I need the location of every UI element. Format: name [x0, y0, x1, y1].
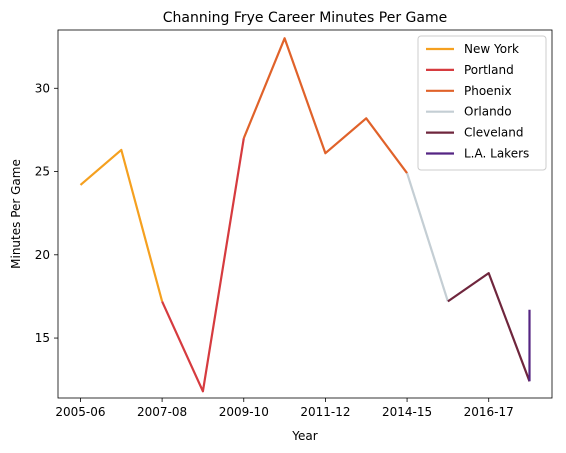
series-line-cleveland [447, 272, 531, 382]
series-line-orlando [406, 172, 449, 302]
y-tick-label: 15 [35, 331, 50, 345]
x-axis-label: Year [291, 429, 317, 443]
series-layer [79, 37, 531, 393]
y-axis-label: Minutes Per Game [9, 159, 23, 269]
x-tick-label: 2007-08 [137, 405, 187, 419]
x-axis: 2005-06 2007-08 2009-10 2011-12 2014-15 2016-… [55, 398, 514, 419]
series-line-phoenix [242, 37, 408, 174]
x-tick-label: 2011-12 [300, 405, 350, 419]
plot-frame [57, 29, 553, 399]
y-tick-label: 20 [35, 248, 50, 262]
chart-title: Channing Frye Career Minutes Per Game [163, 10, 447, 26]
x-tick-label: 2009-10 [219, 405, 269, 419]
legend-label-orlando: Orlando [464, 105, 512, 119]
series-line-portland [161, 138, 245, 393]
legend-label-new-york: New York [464, 42, 519, 56]
legend-label-phoenix: Phoenix [464, 84, 512, 98]
x-tick-label: 2016-17 [464, 405, 514, 419]
series-line-new-york [79, 148, 164, 302]
y-tick-label: 25 [35, 165, 50, 179]
legend-label-cleveland: Cleveland [464, 126, 524, 140]
legend-label-l-a-lakers: L.A. Lakers [464, 147, 529, 161]
x-tick-label: 2005-06 [55, 405, 105, 419]
x-tick-label: 2014-15 [382, 405, 432, 419]
legend: New York Portland Phoenix Orlando Cleveland L… [417, 35, 547, 171]
y-axis: 15 20 25 30 [35, 81, 58, 345]
y-tick-label: 30 [35, 81, 50, 95]
legend-label-portland: Portland [464, 63, 514, 77]
